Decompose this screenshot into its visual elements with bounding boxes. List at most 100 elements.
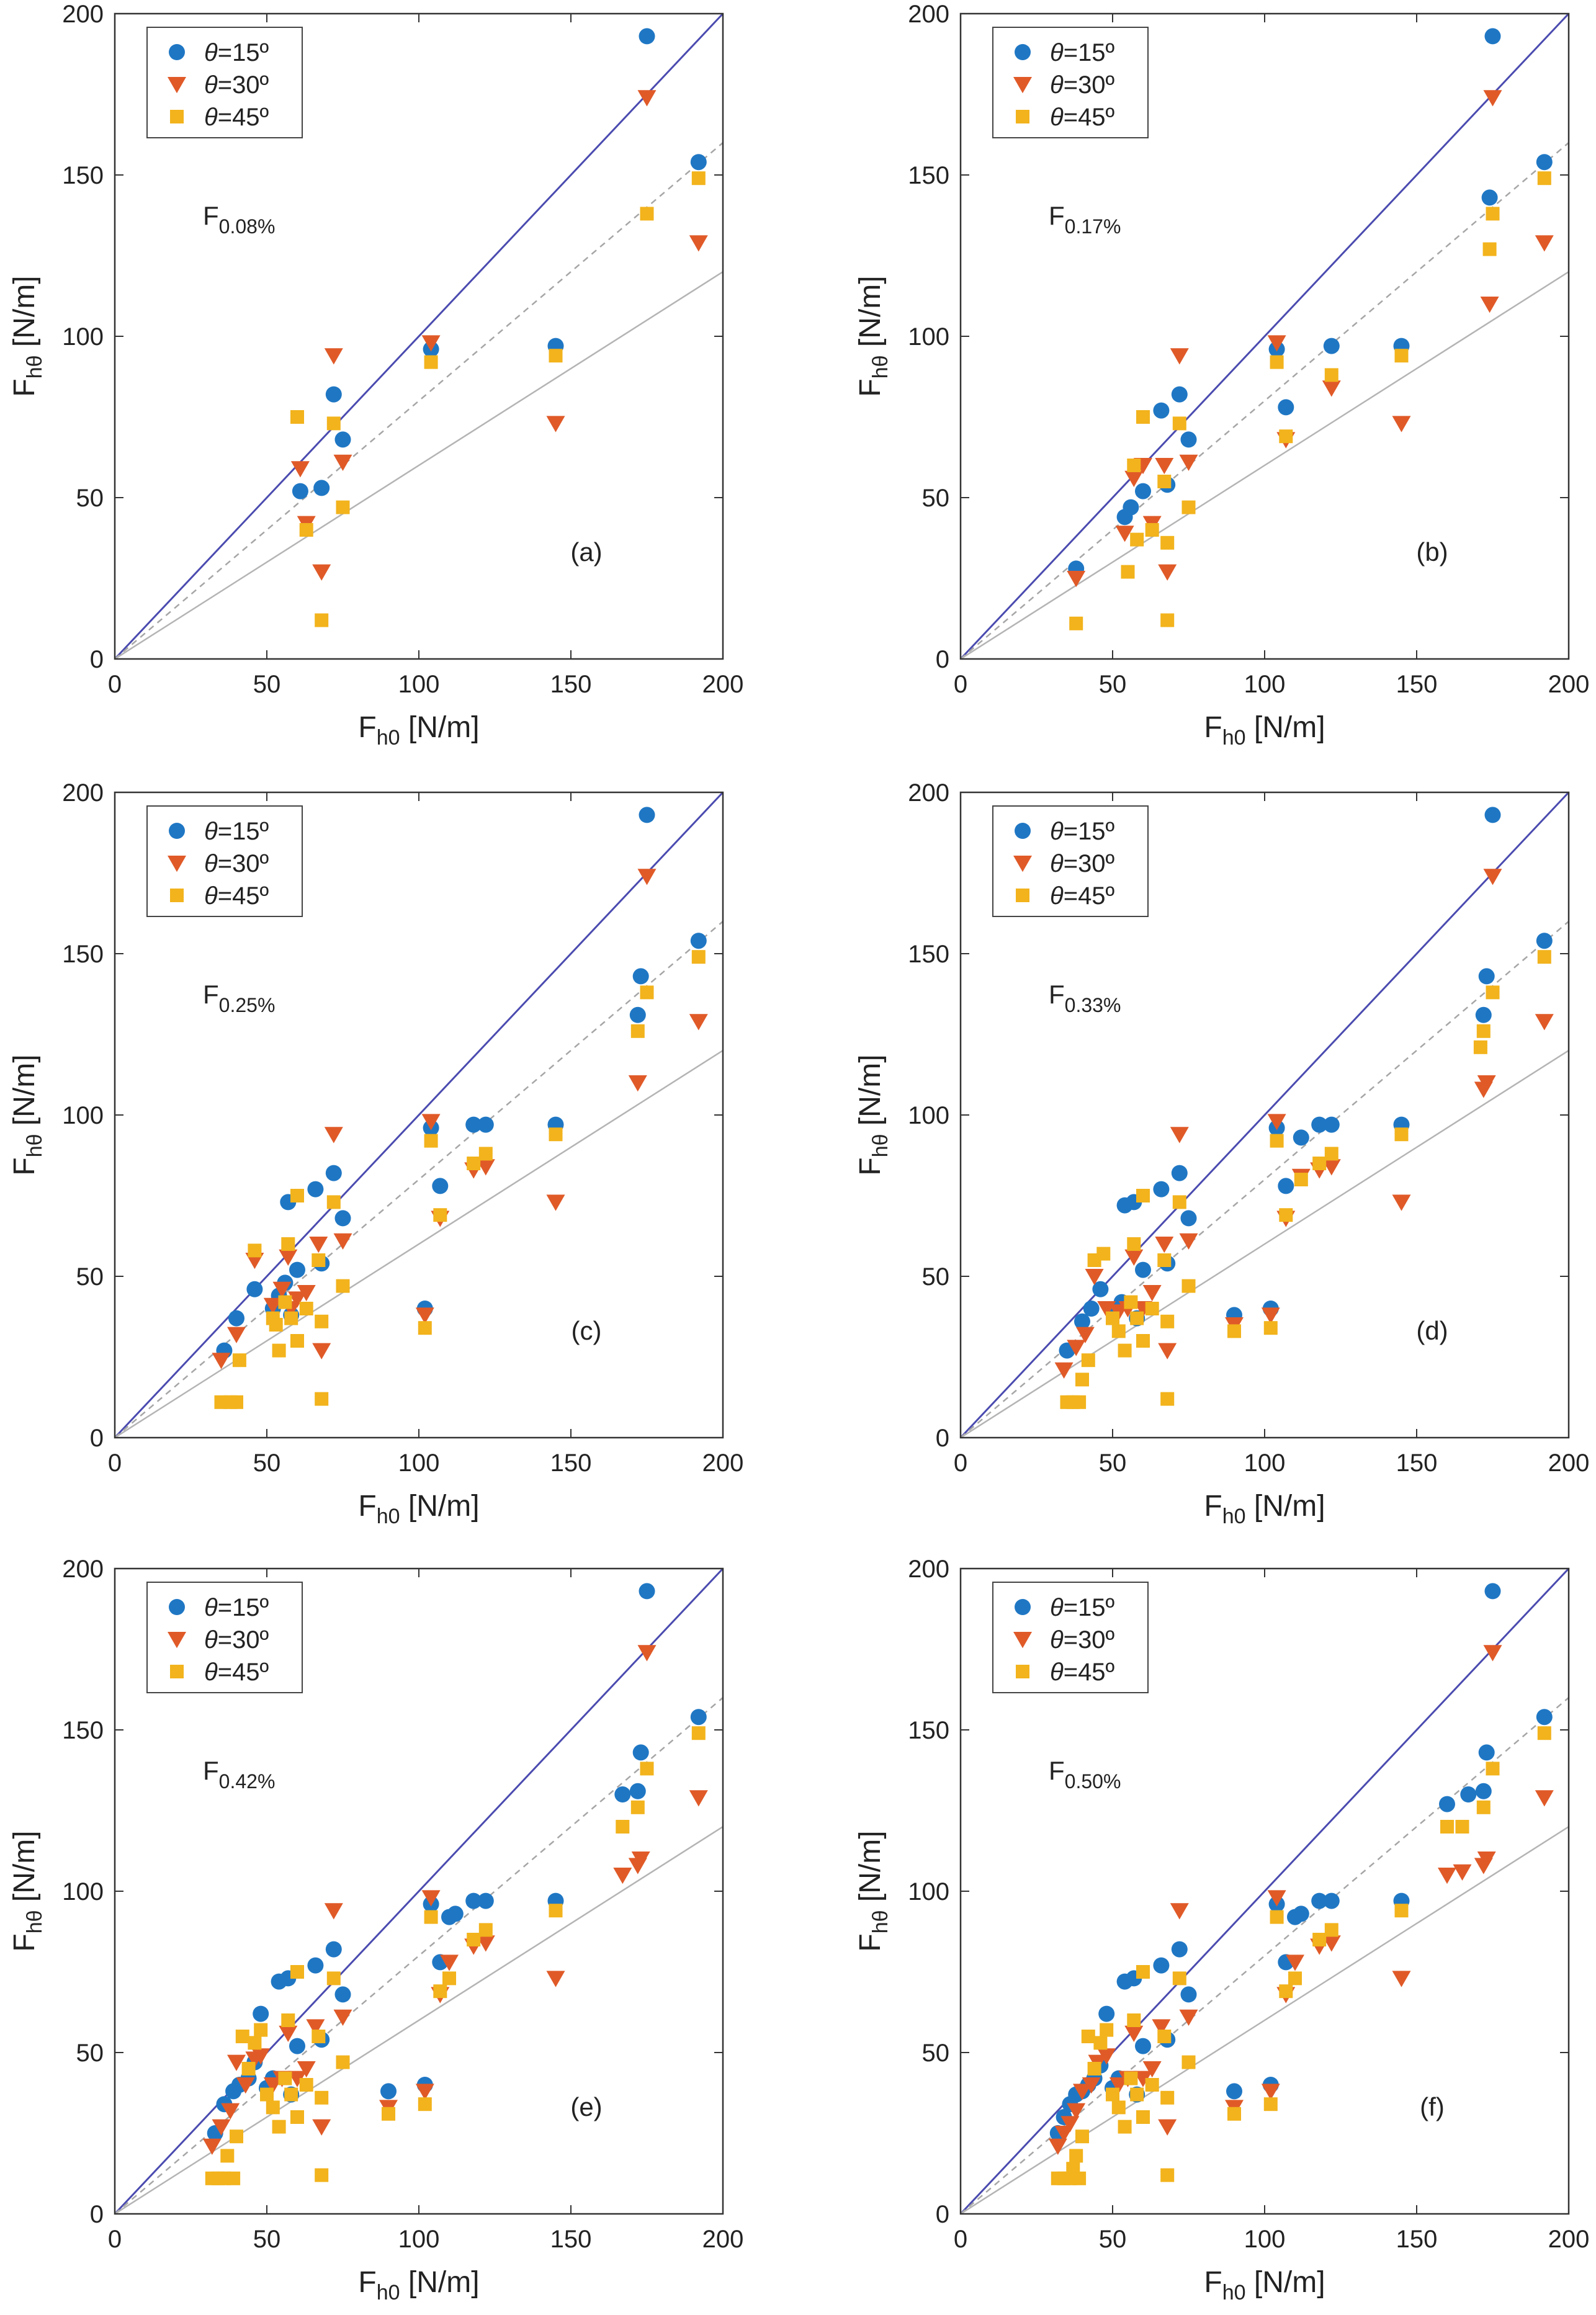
- data-point: [284, 1311, 298, 1325]
- y-tick-label: 50: [922, 2040, 950, 2067]
- data-point: [1477, 1075, 1496, 1092]
- data-point: [1130, 532, 1144, 547]
- data-point: [263, 1297, 282, 1315]
- x-axis-label-sub: h0: [1222, 1505, 1246, 1528]
- x-axis-label-unit: [N/m]: [1246, 2266, 1325, 2299]
- data-point: [312, 1253, 326, 1267]
- data-point: [629, 1783, 646, 1799]
- data-point: [1279, 1984, 1293, 1999]
- data-point: [1157, 475, 1172, 488]
- x-tick-label: 0: [108, 2226, 122, 2253]
- data-point: [1484, 807, 1501, 823]
- data-point: [1480, 297, 1499, 313]
- data-point: [326, 1195, 341, 1209]
- x-axis-label: Fh0 [N/m]: [1204, 2266, 1325, 2304]
- legend-text: =45º: [218, 1659, 269, 1686]
- data-point: [1145, 1302, 1159, 1315]
- data-point: [1100, 2023, 1114, 2037]
- data-point: [1123, 499, 1139, 516]
- y-tick-label: 150: [62, 1717, 104, 1744]
- data-point: [1160, 613, 1175, 627]
- data-point: [1054, 1362, 1074, 1379]
- x-tick-label: 100: [1244, 2226, 1286, 2253]
- data-point: [1109, 2077, 1128, 2094]
- y-tick-label: 100: [62, 1878, 104, 1905]
- data-point: [1227, 2107, 1241, 2121]
- data-point: [288, 2071, 307, 2087]
- data-point: [315, 1314, 329, 1328]
- data-point: [1270, 1134, 1284, 1148]
- data-point: [1477, 1852, 1496, 1868]
- data-point: [1135, 1261, 1151, 1278]
- panel-title-sub: 0.08%: [219, 215, 276, 238]
- data-point: [1152, 2019, 1171, 2036]
- data-point: [336, 2055, 350, 2069]
- series-1: [216, 807, 707, 1359]
- data-point: [307, 1181, 324, 1198]
- legend-label-2: θ=30º: [1050, 1626, 1115, 1654]
- data-point: [1075, 1372, 1089, 1387]
- legend-text: =30º: [1064, 850, 1115, 877]
- data-point: [1170, 1127, 1189, 1144]
- data-point: [1476, 1800, 1491, 1814]
- y-axis-label-sub: hθ: [869, 1910, 892, 1933]
- series-3: [214, 950, 706, 1409]
- legend-text: =15º: [218, 818, 269, 845]
- panel-title-main: F: [1049, 980, 1065, 1009]
- data-point: [1537, 950, 1551, 964]
- x-tick-label: 150: [1396, 1449, 1438, 1477]
- data-point: [312, 2119, 331, 2136]
- data-point: [1072, 1395, 1087, 1409]
- data-point: [297, 2061, 316, 2078]
- data-point: [324, 1127, 343, 1144]
- data-point: [1075, 1327, 1095, 1343]
- panel-title-main: F: [203, 1756, 219, 1785]
- series-2: [1048, 1645, 1554, 2156]
- data-point: [248, 2036, 262, 2050]
- data-point: [1478, 1744, 1495, 1761]
- y-tick-label: 100: [908, 1878, 949, 1905]
- data-point: [1135, 2038, 1151, 2054]
- y-axis-label: Fhθ [N/m]: [854, 1830, 892, 1951]
- data-point: [325, 386, 342, 403]
- legend-text: =15º: [1064, 818, 1115, 845]
- data-point: [1121, 565, 1135, 579]
- data-point: [440, 1955, 459, 1971]
- legend-label-2: θ=30º: [1050, 71, 1115, 99]
- panel-letter: (a): [570, 537, 602, 566]
- data-point: [1181, 500, 1196, 514]
- panel-title: F0.50%: [1049, 1756, 1121, 1793]
- y-tick-label: 200: [62, 779, 104, 807]
- panel-title: F0.08%: [203, 201, 275, 238]
- legend-marker-1: [1015, 44, 1031, 60]
- data-point: [1106, 2087, 1119, 2102]
- y-axis-label-main: F: [8, 1157, 41, 1175]
- data-point: [227, 2054, 246, 2071]
- data-point: [1322, 1935, 1341, 1952]
- data-point: [1312, 1157, 1327, 1170]
- data-point: [1263, 2097, 1278, 2111]
- legend-label-1: θ=15º: [1050, 1594, 1115, 1621]
- data-point: [1160, 2090, 1175, 2105]
- data-point: [690, 1709, 707, 1726]
- x-axis-label-unit: [N/m]: [1246, 1490, 1325, 1523]
- data-point: [1115, 526, 1134, 542]
- data-point: [632, 1744, 649, 1761]
- panel-letter: (c): [572, 1316, 602, 1345]
- data-points: [212, 807, 708, 1409]
- data-point: [281, 2013, 295, 2027]
- data-point: [1118, 1343, 1132, 1358]
- y-tick-label: 0: [936, 1425, 949, 1452]
- data-point: [1136, 2110, 1150, 2124]
- x-axis-label-main: F: [358, 711, 376, 744]
- data-point: [1074, 1313, 1090, 1330]
- panel-title-main: F: [203, 980, 219, 1009]
- data-point: [299, 1302, 313, 1315]
- data-point: [1392, 416, 1411, 432]
- data-point: [1135, 483, 1151, 499]
- series-3: [1069, 171, 1551, 630]
- data-point: [424, 1134, 438, 1148]
- reference-lines: [115, 792, 723, 1438]
